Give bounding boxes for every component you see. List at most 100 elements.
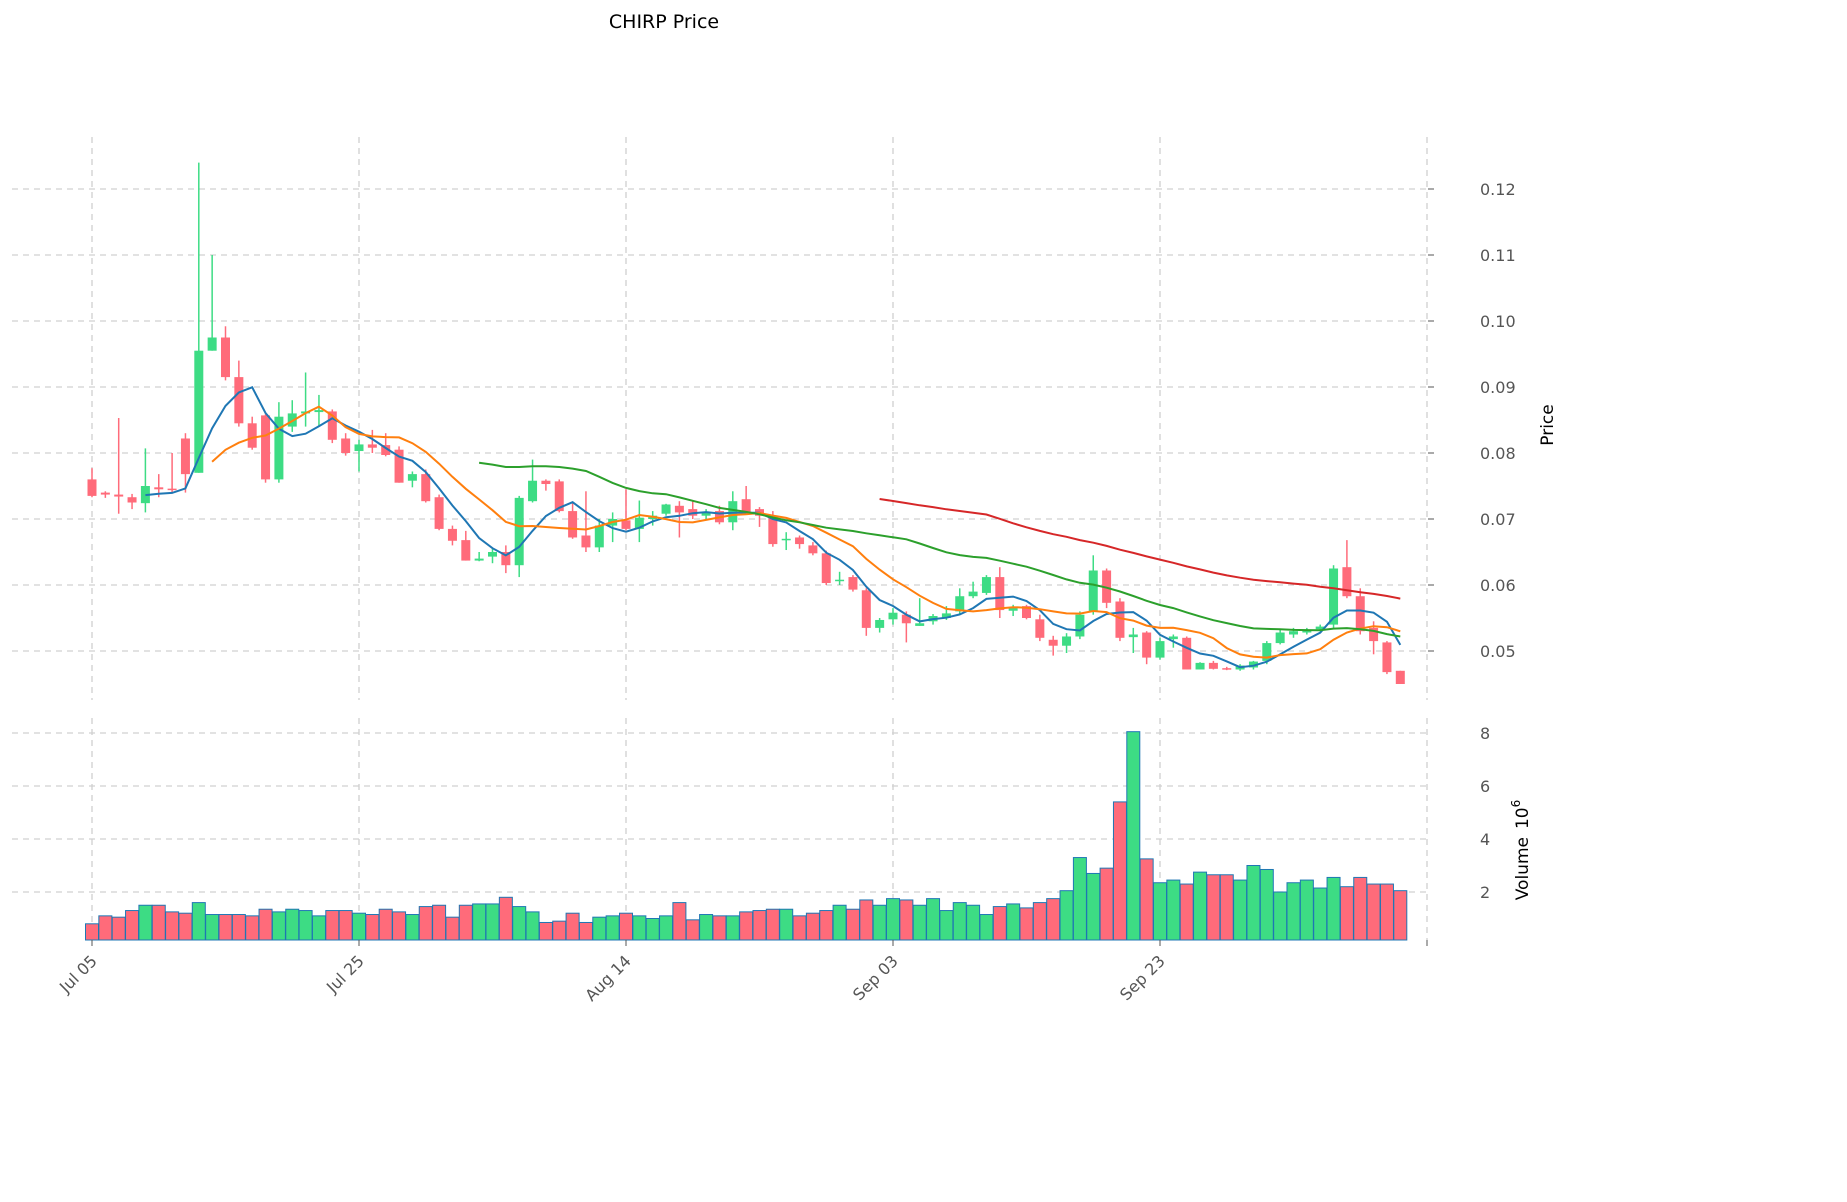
candle-body xyxy=(1342,567,1352,597)
candle xyxy=(127,493,137,510)
candle xyxy=(995,567,1005,618)
volume-bar xyxy=(111,916,126,941)
candle-body xyxy=(554,481,564,512)
candle-body xyxy=(968,591,978,597)
volume-bars xyxy=(85,731,1408,941)
candle-body xyxy=(127,497,137,503)
volume-bar xyxy=(378,908,393,941)
volume-bar xyxy=(1086,872,1101,941)
candle-body xyxy=(167,488,177,491)
candle-body xyxy=(474,558,484,561)
volume-bar xyxy=(912,904,927,941)
volume-bar xyxy=(1072,857,1087,941)
volume-bar xyxy=(805,912,820,941)
candle-body xyxy=(1168,636,1178,640)
candle-body xyxy=(768,515,778,545)
candle xyxy=(674,501,684,538)
volume-bar xyxy=(779,908,794,941)
candle-body xyxy=(274,416,284,480)
candle xyxy=(274,402,284,483)
volume-bar xyxy=(619,912,633,941)
candle-body xyxy=(634,517,644,529)
candle-body xyxy=(1329,568,1339,625)
candle xyxy=(407,471,417,488)
candle xyxy=(1195,662,1205,670)
candle xyxy=(261,413,271,483)
candle xyxy=(1302,627,1312,635)
volume-bar xyxy=(285,908,300,941)
price-tick-label: 0.06 xyxy=(1480,576,1516,595)
candle xyxy=(1142,631,1152,665)
volume-bar xyxy=(578,921,593,941)
candle-body xyxy=(1115,601,1125,638)
candle-body xyxy=(1195,662,1205,670)
candle-body xyxy=(1008,608,1018,611)
candle-body xyxy=(528,480,538,502)
candle-body xyxy=(701,512,711,516)
volume-bar xyxy=(752,910,767,941)
volume-bar xyxy=(886,898,900,941)
candle xyxy=(301,372,311,427)
volume-bar xyxy=(1099,867,1114,941)
volume-bar xyxy=(765,908,780,941)
volume-bar xyxy=(632,915,647,941)
volume-bar xyxy=(472,903,487,941)
candle-body xyxy=(221,337,230,378)
volume-bar xyxy=(1019,907,1034,941)
candle-body xyxy=(808,545,818,554)
candle-body xyxy=(781,538,791,541)
price-tick-label: 0.12 xyxy=(1480,180,1516,199)
volume-bar xyxy=(1273,891,1288,941)
candle-body xyxy=(741,499,751,513)
candle-body xyxy=(861,590,871,628)
x-tick-label: Jul 25 xyxy=(322,951,368,997)
volume-bar xyxy=(592,916,607,941)
candle xyxy=(114,418,124,514)
candle-body xyxy=(875,619,885,628)
volume-bar xyxy=(859,899,874,941)
candle xyxy=(488,548,497,564)
candle xyxy=(541,479,551,491)
candle xyxy=(461,530,471,561)
volume-bar xyxy=(365,914,380,941)
volume-bar xyxy=(512,906,527,941)
volume-bar xyxy=(966,904,981,941)
candle xyxy=(1048,635,1058,656)
candle-body xyxy=(1182,637,1192,670)
volume-bar xyxy=(845,908,860,941)
volume-bar xyxy=(792,915,807,941)
volume-bar xyxy=(85,923,99,941)
volume-bar xyxy=(1353,876,1368,941)
candle xyxy=(514,495,524,578)
candle xyxy=(861,588,871,636)
candle xyxy=(821,550,831,585)
candle-body xyxy=(1382,642,1392,673)
volume-bar xyxy=(725,915,740,941)
candle xyxy=(194,162,204,473)
candle-body xyxy=(821,553,831,584)
moving-average-60-line xyxy=(879,498,1401,600)
volume-bar xyxy=(872,904,887,941)
volume-bar xyxy=(458,904,473,941)
volume-bar xyxy=(1299,879,1314,941)
candle xyxy=(421,469,431,503)
candle-body xyxy=(1302,629,1312,633)
candle-body xyxy=(1289,631,1298,635)
price-tick-label: 0.10 xyxy=(1480,312,1516,331)
candle xyxy=(661,503,671,516)
candle-body xyxy=(1355,596,1365,632)
candle-body xyxy=(1035,619,1045,638)
candle-body xyxy=(901,614,911,624)
volume-bar xyxy=(1046,898,1061,941)
volume-bar xyxy=(1179,883,1194,941)
candle-body xyxy=(835,579,845,582)
grid xyxy=(12,137,1428,940)
volume-bar xyxy=(672,902,687,941)
candle xyxy=(981,575,991,595)
candle xyxy=(1115,598,1125,642)
volume-bar xyxy=(1193,871,1208,941)
candle-body xyxy=(1262,643,1272,661)
volume-bar xyxy=(685,919,700,941)
volume-bar xyxy=(1366,883,1381,941)
volume-tick-label: 6 xyxy=(1480,777,1490,796)
